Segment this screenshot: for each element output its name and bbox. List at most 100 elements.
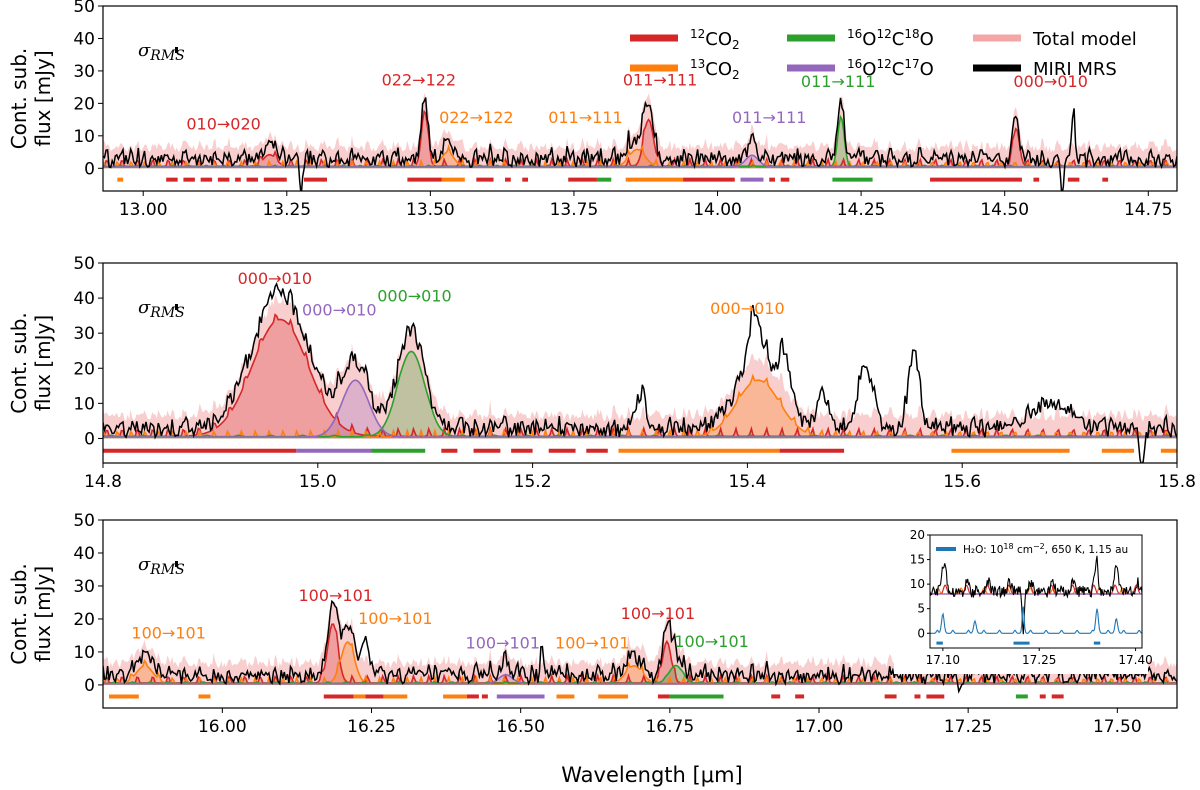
inset-legend-text: cm — [1014, 544, 1033, 556]
feature-label: 011→111 — [732, 108, 806, 127]
x-tick-label: 14.00 — [693, 200, 742, 220]
y-tick-label: 40 — [73, 289, 95, 309]
sigma-rms-bar — [175, 561, 178, 567]
legend-base: C — [892, 59, 905, 80]
legend-sup: 17 — [904, 57, 919, 71]
y-tick-label: 10 — [73, 643, 95, 663]
sigma-rms-subscript: RMS — [149, 305, 184, 321]
inset-x-tick-label: 17.40 — [1118, 653, 1152, 667]
y-axis-label-line1: Cont. sub. — [7, 48, 31, 150]
x-tick-label: 15.2 — [514, 472, 552, 492]
feature-label: 011→111 — [548, 108, 622, 127]
inset-plot-area — [930, 555, 1142, 645]
x-tick-label: 16.50 — [496, 717, 545, 737]
inset-plot: 0 5 10 15 20 17.10 17.25 17.40 H₂O: 1018 cm−2, 6… — [894, 528, 1153, 674]
y-tick-label: 20 — [73, 359, 95, 379]
inset-line-water — [930, 606, 1142, 634]
feature-label: 022→122 — [382, 71, 456, 90]
panel-lower: 100→101 100→101 100→101 100→101 100→101 100→1… — [7, 511, 1178, 737]
x-tick-label: 14.75 — [1124, 200, 1173, 220]
plot-area — [103, 599, 1177, 699]
y-axis-label-line2: flux [mJy] — [31, 50, 55, 146]
feature-label: 011→111 — [623, 71, 697, 90]
legend-sup: 12 — [876, 57, 891, 71]
series-line-16O12C17O — [103, 379, 1177, 438]
legend-sub: 2 — [732, 38, 740, 52]
series-line-16O12C17O — [103, 673, 1177, 685]
legend-base: CO — [705, 29, 732, 50]
inset-legend-label: H₂O: 1018 cm−2, 650 K, 1.15 au — [963, 542, 1128, 556]
inset-y-tick-label: 15 — [910, 553, 925, 567]
y-tick-label: 40 — [73, 544, 95, 564]
series-line-miri — [103, 97, 1177, 191]
y-tick-label: 20 — [73, 94, 95, 114]
inset-x-tick-label: 17.10 — [926, 653, 960, 667]
feature-label: 010→020 — [186, 114, 260, 133]
legend-label-miri: MIRI MRS — [1033, 59, 1117, 80]
x-tick-label: 14.8 — [84, 472, 122, 492]
x-tick-label: 15.0 — [299, 472, 337, 492]
feature-label: 100→101 — [555, 634, 629, 653]
y-tick-label: 30 — [73, 577, 95, 597]
y-axis-label-line2: flux [mJy] — [31, 315, 55, 411]
feature-label: 100→101 — [674, 632, 748, 651]
legend-label-total: Total model — [1032, 29, 1137, 50]
x-tick-label: 14.50 — [980, 200, 1029, 220]
y-tick-label: 30 — [73, 324, 95, 344]
x-tick-label: 16.75 — [645, 717, 694, 737]
feature-label: 000→010 — [377, 287, 451, 306]
x-tick-label: 14.25 — [837, 200, 886, 220]
panel-middle: 000→010000→010000→010000→010010203040501… — [7, 254, 1196, 492]
legend-base: O — [920, 59, 934, 80]
legend-base: CO — [705, 59, 732, 80]
series-line-miri — [103, 281, 1177, 463]
y-tick-label: 50 — [73, 0, 95, 17]
y-tick-label: 10 — [73, 394, 95, 414]
series-line-16O12C17O — [103, 154, 1177, 168]
legend-sup: 12 — [876, 27, 891, 41]
y-axis-label-line1: Cont. sub. — [7, 563, 31, 665]
legend-label-16O12C17O: 16O12C17O — [847, 57, 934, 80]
legend-base: C — [892, 29, 905, 50]
feature-label: 000→010 — [710, 299, 784, 318]
inset-y-tick-label: 0 — [917, 626, 925, 640]
y-axis-label-line2: flux [mJy] — [31, 566, 55, 662]
sigma-rms-bar — [175, 304, 178, 310]
total-model-band — [103, 92, 1177, 169]
inset-legend-text: , 650 K, 1.15 au — [1045, 544, 1128, 556]
inset-legend-sup: 18 — [1003, 542, 1013, 551]
inset-legend-sup: −2 — [1033, 542, 1045, 551]
inset-y-tick-label: 5 — [917, 602, 925, 616]
y-tick-label: 50 — [73, 254, 95, 274]
feature-label: 100→101 — [466, 634, 540, 653]
inset-legend-text: H₂O: 10 — [963, 544, 1003, 556]
x-tick-label: 16.00 — [198, 717, 247, 737]
feature-label: 000→010 — [302, 301, 376, 320]
sigma-rms-subscript: RMS — [149, 48, 184, 64]
inset-x-tick-label: 17.25 — [1022, 653, 1056, 667]
legend-label-16O12C18O: 16O12C18O — [847, 27, 934, 50]
area-16O12C17O — [103, 380, 1177, 439]
inset-line-miri — [930, 555, 1142, 635]
plot-area — [103, 92, 1177, 191]
legend-sup: 16 — [847, 57, 862, 71]
feature-label: 000→010 — [1013, 72, 1087, 91]
feature-label: 000→010 — [238, 269, 312, 288]
y-axis-label-line1: Cont. sub. — [7, 312, 31, 414]
inset-frame — [929, 534, 1143, 649]
x-tick-label: 17.00 — [795, 717, 844, 737]
plot-area — [103, 281, 1177, 463]
y-tick-label: 20 — [73, 610, 95, 630]
y-tick-label: 0 — [84, 159, 95, 179]
feature-label: 022→122 — [439, 108, 513, 127]
y-tick-label: 40 — [73, 29, 95, 49]
legend-sup: 12 — [690, 27, 705, 41]
y-tick-label: 0 — [84, 429, 95, 449]
x-tick-label: 15.6 — [943, 472, 981, 492]
y-tick-label: 0 — [84, 676, 95, 696]
x-tick-label: 17.50 — [1093, 717, 1142, 737]
inset-y-tick-label: 10 — [910, 577, 925, 591]
